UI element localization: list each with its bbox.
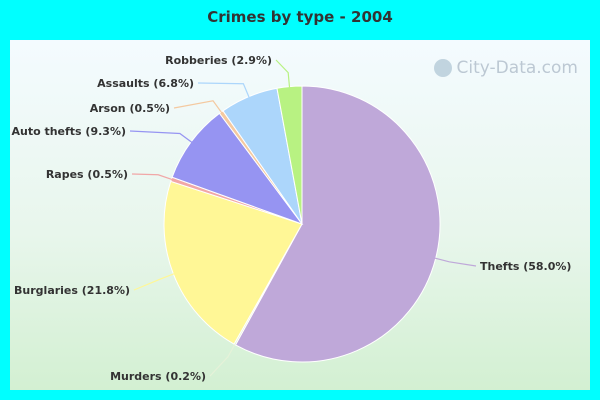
chart-panel: City-Data.com Thefts (58.0%) Murders (0.2… [10,40,590,390]
leader-line [133,272,176,291]
slice-label: Arson (0.5%) [90,102,170,115]
slice-label: Burglaries (21.8%) [14,284,130,297]
slice-label: Rapes (0.5%) [46,168,128,181]
leader-line [131,173,174,181]
leader-line [209,342,237,377]
leader-line [173,100,223,115]
pie-chart: Thefts (58.0%) Murders (0.2%) Burglaries (… [11,54,571,383]
watermark-text: City-Data.com [456,58,578,78]
city-data-logo-icon [433,59,452,77]
leader-line [433,257,477,267]
slice-label: Assaults (6.8%) [97,77,194,90]
slice-label: Robberies (2.9%) [165,54,272,67]
leader-line [197,82,251,99]
leader-line [129,130,194,144]
watermark: City-Data.com [433,58,578,78]
slice-label: Murders (0.2%) [110,370,206,383]
slice-label: Thefts (58.0%) [480,260,571,273]
leader-line [275,59,291,89]
chart-title: Crimes by type - 2004 [207,8,393,26]
slice-label: Auto thefts (9.3%) [11,125,126,138]
